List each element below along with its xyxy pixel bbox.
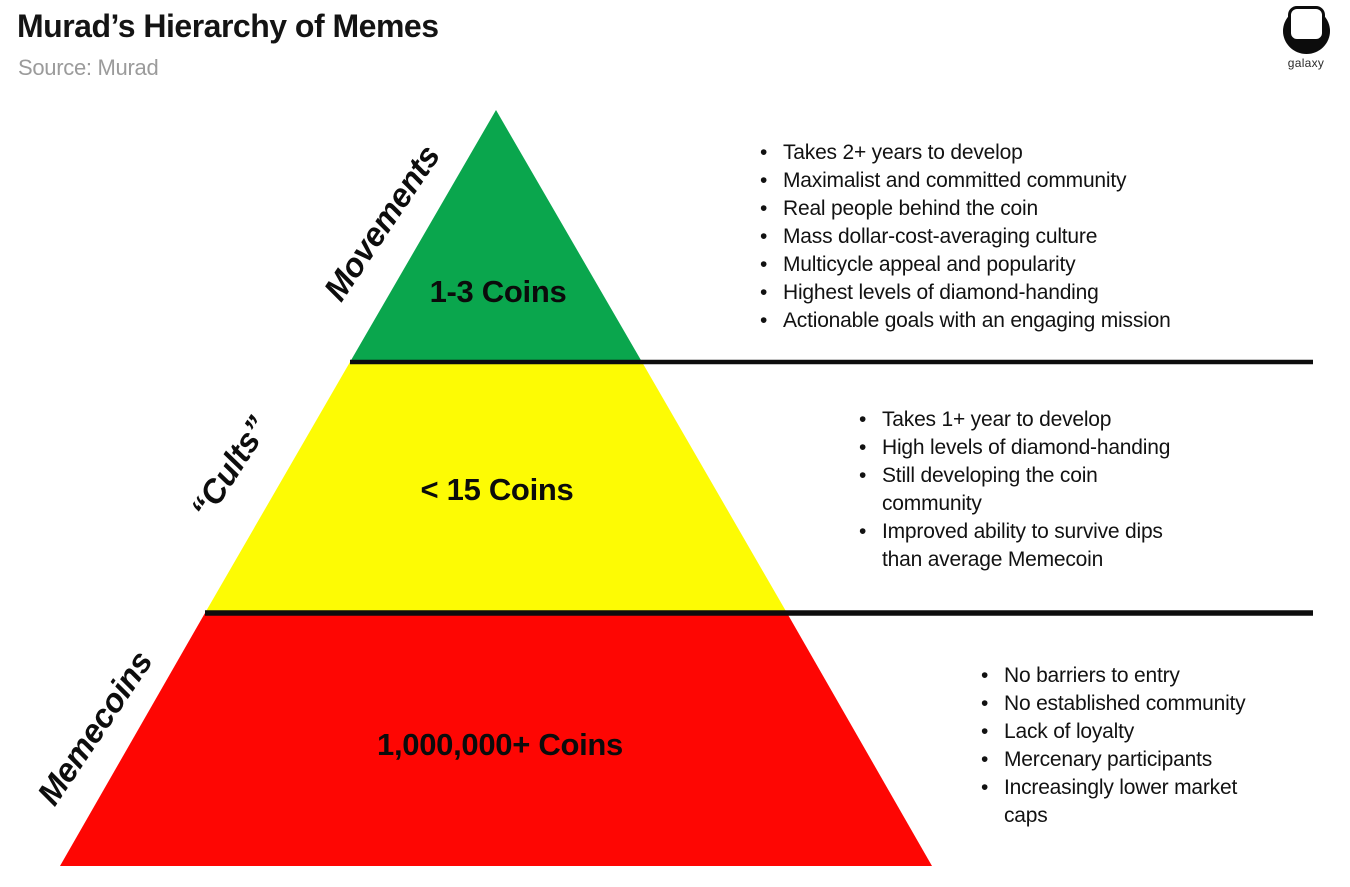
bullet-item: Still developing the coin community [856, 462, 1201, 518]
tier-coins-movements: 1-3 Coins [429, 274, 567, 309]
bullet-item: Improved ability to survive dips than av… [856, 518, 1201, 574]
tier-coins-cults: < 15 Coins [420, 472, 574, 507]
bullet-list-memecoins: No barriers to entryNo established commu… [978, 662, 1258, 830]
bullet-item: Increasingly lower market caps [978, 774, 1258, 830]
bullet-item: Lack of loyalty [978, 718, 1258, 746]
bullet-list-cults: Takes 1+ year to developHigh levels of d… [856, 406, 1201, 574]
galaxy-logo-square [1287, 6, 1325, 42]
bullet-item: Mass dollar-cost-averaging culture [757, 223, 1237, 251]
bullet-item: Highest levels of diamond-handing [757, 279, 1237, 307]
bullet-item: Actionable goals with an engaging missio… [757, 307, 1237, 335]
bullet-item: Real people behind the coin [757, 195, 1237, 223]
bullet-item: Takes 1+ year to develop [856, 406, 1201, 434]
bullet-item: Multicycle appeal and popularity [757, 251, 1237, 279]
source-caption: Source: Murad [18, 55, 159, 80]
bullet-item: Maximalist and committed community [757, 167, 1237, 195]
bullet-item: High levels of diamond-handing [856, 434, 1201, 462]
page-title: Murad’s Hierarchy of Memes [17, 8, 439, 44]
pyramid-tier-movements-shape [350, 110, 642, 362]
galaxy-logo-wordmark: galaxy [1287, 56, 1325, 70]
bullet-item: No barriers to entry [978, 662, 1258, 690]
bullet-item: Mercenary participants [978, 746, 1258, 774]
tier-coins-memecoins: 1,000,000+ Coins [377, 727, 623, 762]
bullet-list-movements: Takes 2+ years to developMaximalist and … [757, 139, 1237, 335]
galaxy-logo-icon [1282, 6, 1330, 54]
galaxy-logo: galaxy [1274, 6, 1338, 70]
pyramid-tier-cults-shape [205, 362, 787, 613]
bullet-item: No established community [978, 690, 1258, 718]
bullet-item: Takes 2+ years to develop [757, 139, 1237, 167]
pyramid-tier-memecoins-shape [60, 613, 932, 866]
